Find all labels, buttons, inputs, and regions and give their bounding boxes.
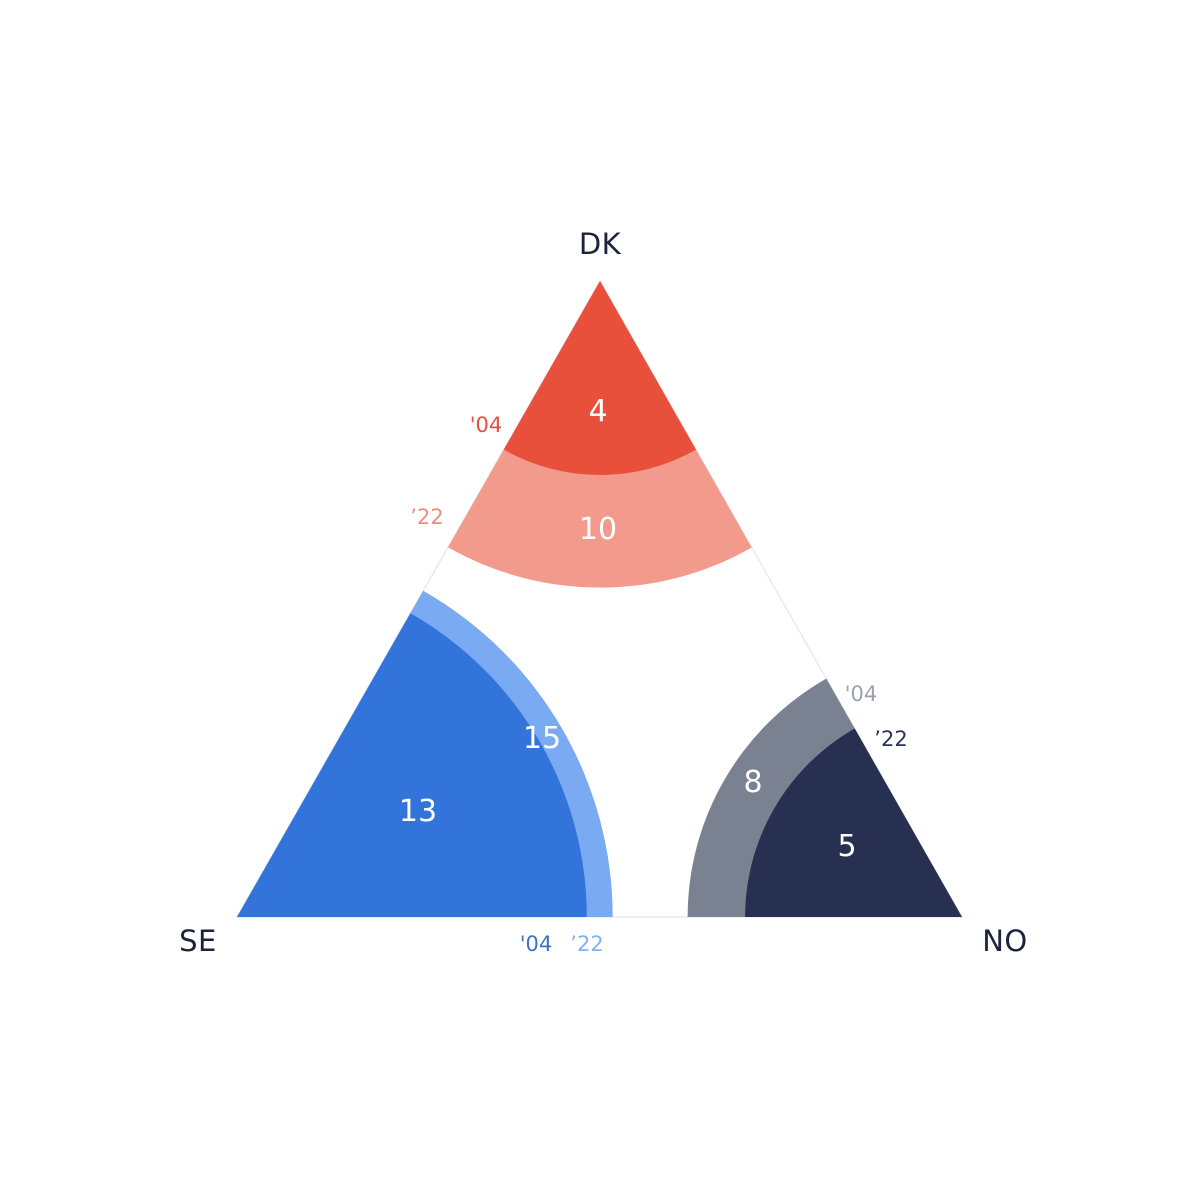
se-2022-value: 15 xyxy=(523,721,561,756)
dk-2022-tick: ’22 xyxy=(410,505,443,529)
corner-label-dk: DK xyxy=(579,227,622,261)
se-2004-tick: '04 xyxy=(520,932,553,956)
no-2004-tick: '04 xyxy=(845,682,878,706)
dk-2004-sector[interactable] xyxy=(503,281,696,476)
se-2022-tick: ’22 xyxy=(570,932,603,956)
se-2004-value: 13 xyxy=(399,794,437,829)
corner-label-se: SE xyxy=(179,924,217,958)
dk-2022-value: 10 xyxy=(579,512,617,547)
corner-label-no: NO xyxy=(982,924,1028,958)
se-2004-sector[interactable] xyxy=(237,613,587,917)
no-2022-tick: ’22 xyxy=(874,727,907,751)
no-2022-value: 5 xyxy=(837,829,856,864)
dk-2004-value: 4 xyxy=(588,394,607,429)
dk-2004-tick: '04 xyxy=(470,413,503,437)
no-2022-sector[interactable] xyxy=(745,728,962,918)
no-2004-value: 8 xyxy=(743,765,762,800)
